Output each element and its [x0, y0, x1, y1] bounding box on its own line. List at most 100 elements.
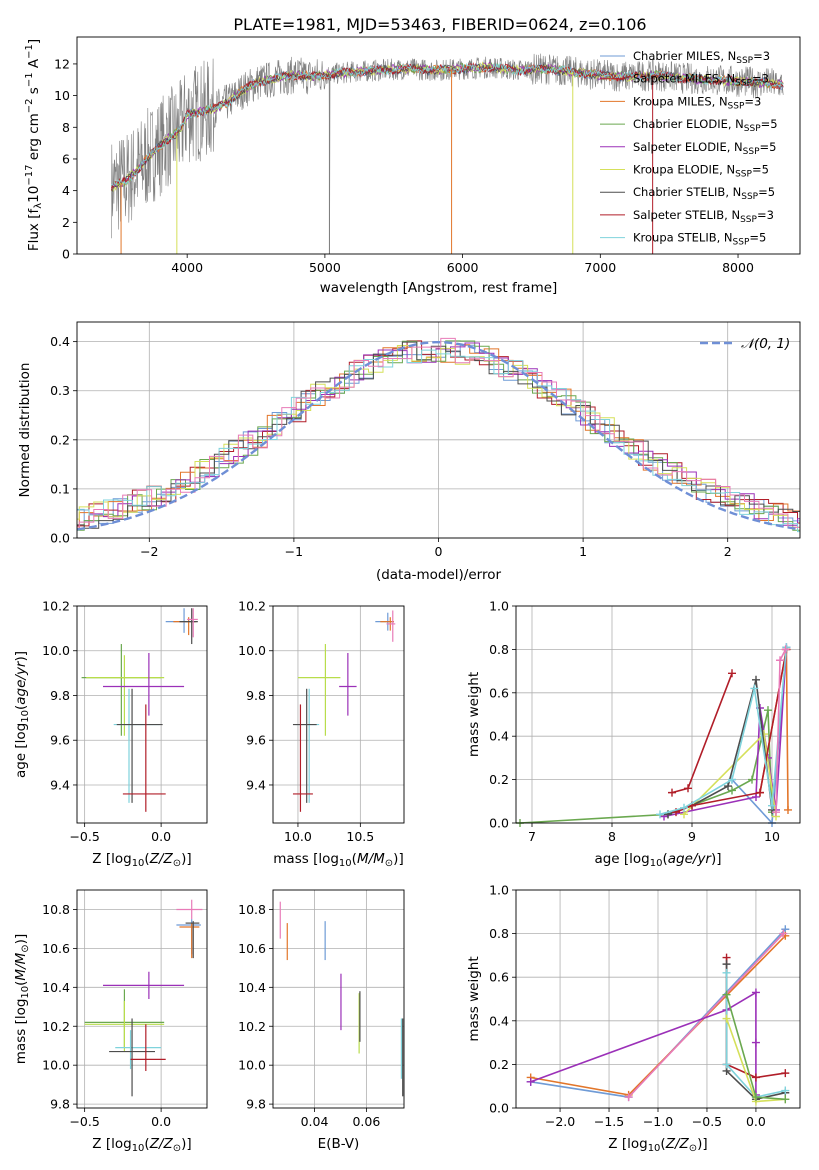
- y-tick-label: 0.4: [489, 729, 509, 744]
- legend-value: =5: [749, 231, 766, 245]
- weight-marker: [684, 784, 692, 793]
- weight-marker: [781, 1069, 790, 1078]
- legend-label: Chabrier STELIB, NSSP=5: [633, 185, 775, 202]
- x-tick-label: −1.5: [594, 1114, 624, 1129]
- legend-value: =3: [757, 208, 774, 222]
- x-axis-label: mass [log10(M/M⊙)]: [273, 851, 403, 869]
- y-tick-label: 0.2: [489, 772, 509, 787]
- x-tick-label: 8000: [722, 260, 754, 275]
- y-tick-label: 9.4: [50, 777, 70, 792]
- weight-marker: [722, 1060, 731, 1069]
- spectrum-panel: 4000 5000 6000 7000 8000 0 2 4 6 8 10 12 wavelength …: [54, 36, 801, 296]
- label-part: age [log: [13, 723, 29, 778]
- x-tick-label: 1: [579, 544, 587, 559]
- y-axis-label: mass weight: [466, 672, 482, 757]
- error-point: [185, 921, 200, 959]
- weight-marker: [624, 1093, 633, 1102]
- error-point: [115, 1030, 162, 1070]
- weight-marker: [781, 645, 790, 654]
- model-spectrum: [111, 62, 784, 186]
- y-tick-label: 0.1: [50, 481, 70, 496]
- x-tick-label: 0: [435, 544, 443, 559]
- error-point: [103, 652, 185, 716]
- y-axis-label: mass [log10(M/M⊙)]: [13, 934, 31, 1064]
- x-tick-label: 10: [764, 829, 780, 844]
- y-tick-label: 10.8: [42, 902, 70, 917]
- weight-marker: [784, 805, 792, 814]
- label-part: 10: [132, 858, 145, 869]
- x-tick-label: −1.0: [643, 1114, 673, 1129]
- weight-marker: [751, 988, 760, 997]
- y-tick-label: 0.0: [489, 816, 509, 831]
- y-tick-label: 10.6: [42, 941, 70, 956]
- label-part: (: [352, 851, 357, 867]
- label-part: Z [log: [92, 1136, 131, 1152]
- label-part: ⊙: [689, 1143, 697, 1154]
- label-part: ⊙: [173, 1143, 181, 1154]
- y-tick-label: 10.2: [42, 1019, 70, 1034]
- weight-marker: [751, 1093, 760, 1102]
- label-part: 10: [20, 710, 31, 723]
- axes-frame: [76, 889, 208, 1109]
- y-tick-label: 0: [62, 247, 70, 262]
- weight-marker: [752, 792, 760, 801]
- label-part: age [log: [594, 851, 649, 867]
- weight-line: [659, 647, 788, 816]
- y-tick-label: 0.4: [489, 1013, 509, 1028]
- weight-marker: [722, 990, 731, 999]
- y-tick-label: 10.2: [42, 599, 70, 614]
- y-tick-label: 1.0: [489, 883, 509, 898]
- label-part: (: [13, 981, 29, 986]
- y-tick-label: 10.6: [238, 941, 266, 956]
- legend-label: Salpeter ELODIE, NSSP=5: [633, 140, 776, 157]
- x-tick-label: −2.0: [545, 1114, 575, 1129]
- legend-value: =5: [752, 163, 769, 177]
- y-tick-label: 0.4: [50, 334, 70, 349]
- y-tick-label: 9.8: [246, 688, 266, 703]
- y-axis-label: Normed distribution: [17, 363, 33, 498]
- normal-curve: [77, 341, 798, 531]
- label-part: 10: [132, 1143, 145, 1154]
- x-tick-label: 7: [528, 829, 536, 844]
- x-tick-label: 0.0: [151, 1114, 171, 1129]
- label-part: Z/Z: [149, 851, 174, 867]
- label-part: age/yr: [668, 851, 713, 867]
- weight-marker: [728, 775, 736, 784]
- label-part: age/yr: [13, 660, 29, 705]
- label-part: (: [662, 851, 667, 867]
- extinction-mass-panel: 0.04 0.06 9.8 10.0 10.2 10.4 10.6 10.8 E(B-V): [238, 889, 405, 1152]
- x-tick-label: 7000: [584, 260, 616, 275]
- axes-frame: [76, 605, 208, 824]
- x-axis-label: Z [log10(Z/Z⊙)]: [92, 1136, 191, 1154]
- x-tick-label: 4000: [171, 260, 203, 275]
- y-tick-label: 10.2: [238, 599, 266, 614]
- legend-subscript: SSP: [735, 79, 752, 89]
- legend-value: =5: [760, 140, 777, 154]
- x-tick-label: 10.0: [284, 829, 312, 844]
- legend-subscript: SSP: [733, 238, 750, 248]
- y-tick-label: 10.2: [238, 1019, 266, 1034]
- label-part: M/M: [357, 851, 385, 867]
- y-axis-label: mass weight: [466, 956, 482, 1041]
- weight-marker: [728, 669, 736, 678]
- label-part: )]: [13, 651, 29, 662]
- weight-marker: [776, 656, 784, 665]
- weight-marker: [728, 786, 736, 795]
- x-tick-label: 6000: [447, 260, 479, 275]
- y-tick-label: 1.0: [489, 599, 509, 614]
- error-point: [179, 923, 200, 959]
- y-tick-label: 8: [62, 120, 70, 135]
- weight-marker: [748, 775, 756, 784]
- weight-marker: [722, 968, 731, 977]
- weight-line: [519, 710, 773, 824]
- x-tick-label: 5000: [309, 260, 341, 275]
- axes-frame: [76, 36, 801, 255]
- y-tick-label: 9.4: [246, 777, 266, 792]
- y-tick-label: 0.6: [489, 970, 509, 985]
- label-part: 10: [650, 858, 663, 869]
- label-part: 10: [339, 858, 352, 869]
- label-part: (: [660, 1136, 665, 1152]
- residual-histogram: [77, 349, 800, 533]
- weight-marker: [752, 675, 760, 684]
